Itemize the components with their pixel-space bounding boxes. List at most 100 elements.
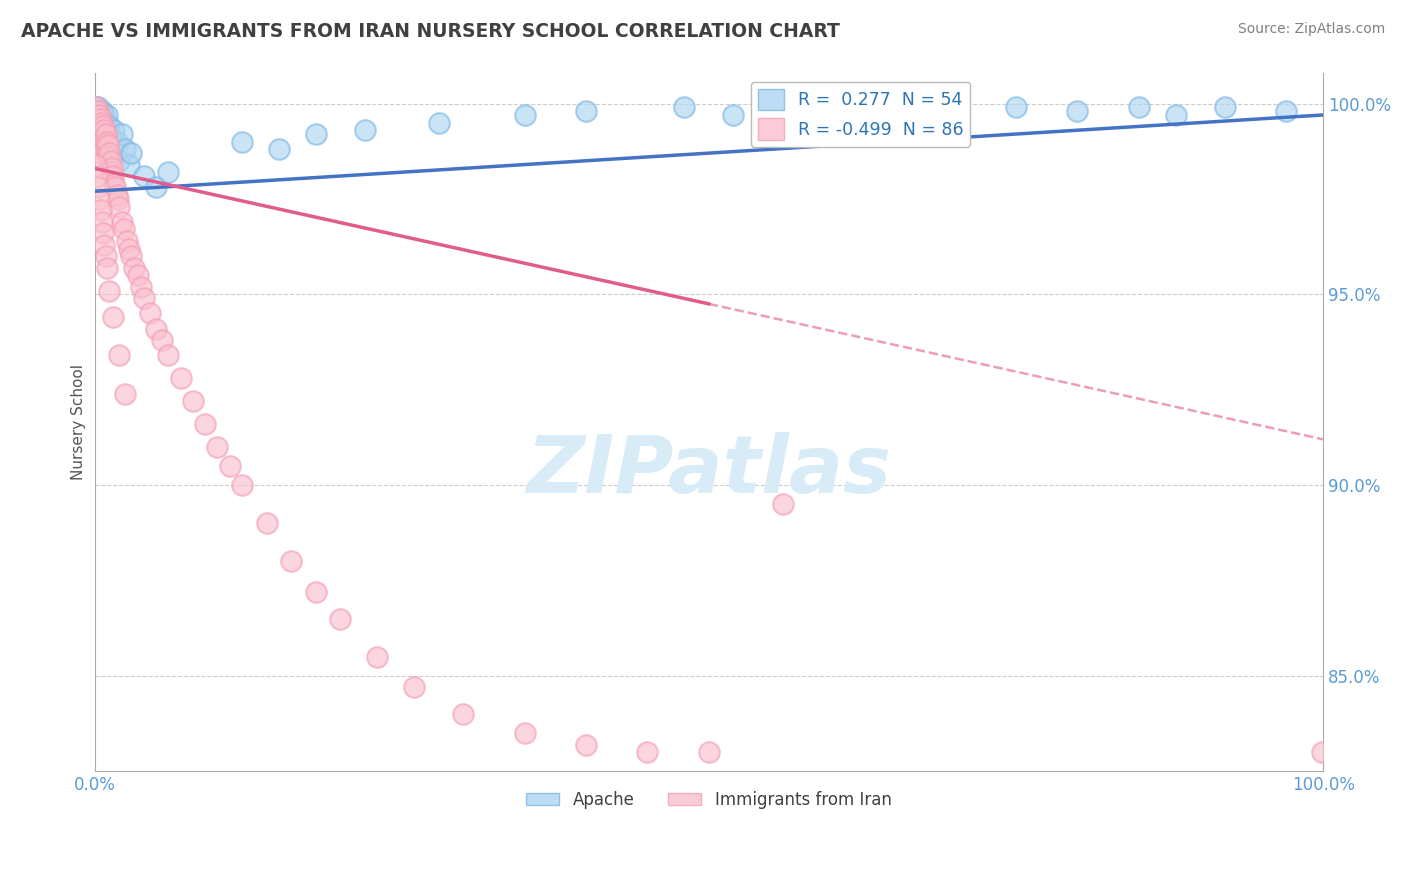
Point	[87, 138, 110, 153]
Point	[89, 115, 111, 129]
Point	[90, 146, 112, 161]
Point	[98, 120, 121, 134]
Point	[1310, 745, 1333, 759]
Point	[86, 104, 108, 119]
Point	[118, 157, 141, 171]
Point	[1213, 100, 1236, 114]
Point	[87, 180, 110, 194]
Point	[194, 417, 217, 431]
Point	[91, 227, 114, 241]
Point	[122, 260, 145, 275]
Point	[91, 127, 114, 141]
Point	[87, 120, 110, 134]
Point	[103, 123, 125, 137]
Point	[218, 458, 240, 473]
Point	[118, 242, 141, 256]
Point	[157, 348, 180, 362]
Point	[120, 249, 142, 263]
Point	[93, 135, 115, 149]
Point	[96, 146, 118, 161]
Y-axis label: Nursery School: Nursery School	[72, 364, 86, 480]
Point	[94, 249, 117, 263]
Point	[723, 108, 745, 122]
Point	[90, 135, 112, 149]
Point	[86, 123, 108, 137]
Point	[127, 268, 149, 283]
Point	[93, 123, 115, 137]
Point	[145, 180, 167, 194]
Point	[84, 100, 107, 114]
Point	[110, 127, 132, 141]
Point	[91, 138, 114, 153]
Point	[97, 138, 120, 153]
Point	[120, 146, 142, 161]
Point	[636, 745, 658, 759]
Point	[427, 115, 450, 129]
Point	[329, 612, 352, 626]
Point	[513, 726, 536, 740]
Point	[91, 115, 114, 129]
Point	[90, 123, 112, 137]
Point	[129, 279, 152, 293]
Point	[86, 120, 108, 134]
Point	[673, 100, 696, 114]
Point	[98, 284, 121, 298]
Point	[91, 131, 114, 145]
Point	[96, 135, 118, 149]
Point	[87, 127, 110, 141]
Point	[305, 127, 328, 141]
Point	[87, 115, 110, 129]
Point	[256, 516, 278, 531]
Point	[90, 203, 112, 218]
Point	[98, 146, 121, 161]
Point	[115, 234, 138, 248]
Point	[943, 108, 966, 122]
Text: Source: ZipAtlas.com: Source: ZipAtlas.com	[1237, 22, 1385, 37]
Point	[1128, 100, 1150, 114]
Point	[100, 161, 122, 176]
Point	[150, 333, 173, 347]
Point	[89, 120, 111, 134]
Point	[91, 112, 114, 126]
Point	[84, 100, 107, 114]
Point	[91, 127, 114, 141]
Text: ZIPatlas: ZIPatlas	[526, 432, 891, 510]
Point	[94, 115, 117, 129]
Point	[101, 310, 124, 325]
Point	[108, 153, 131, 168]
Point	[366, 649, 388, 664]
Point	[90, 120, 112, 134]
Point	[157, 165, 180, 179]
Point	[110, 215, 132, 229]
Point	[575, 104, 598, 119]
Point	[84, 112, 107, 126]
Point	[181, 394, 204, 409]
Point	[105, 188, 128, 202]
Point	[108, 200, 131, 214]
Point	[108, 348, 131, 362]
Point	[697, 745, 720, 759]
Point	[97, 135, 120, 149]
Point	[86, 115, 108, 129]
Point	[132, 169, 155, 183]
Point	[87, 100, 110, 114]
Point	[94, 138, 117, 153]
Point	[1275, 104, 1298, 119]
Point	[100, 131, 122, 145]
Point	[91, 120, 114, 134]
Point	[91, 215, 114, 229]
Point	[305, 585, 328, 599]
Point	[139, 306, 162, 320]
Point	[91, 120, 114, 134]
Point	[772, 497, 794, 511]
Point	[1005, 100, 1028, 114]
Point	[100, 153, 122, 168]
Point	[91, 142, 114, 156]
Point	[145, 321, 167, 335]
Point	[93, 123, 115, 137]
Point	[169, 371, 191, 385]
Point	[231, 135, 253, 149]
Point	[96, 108, 118, 122]
Point	[90, 112, 112, 126]
Point	[231, 478, 253, 492]
